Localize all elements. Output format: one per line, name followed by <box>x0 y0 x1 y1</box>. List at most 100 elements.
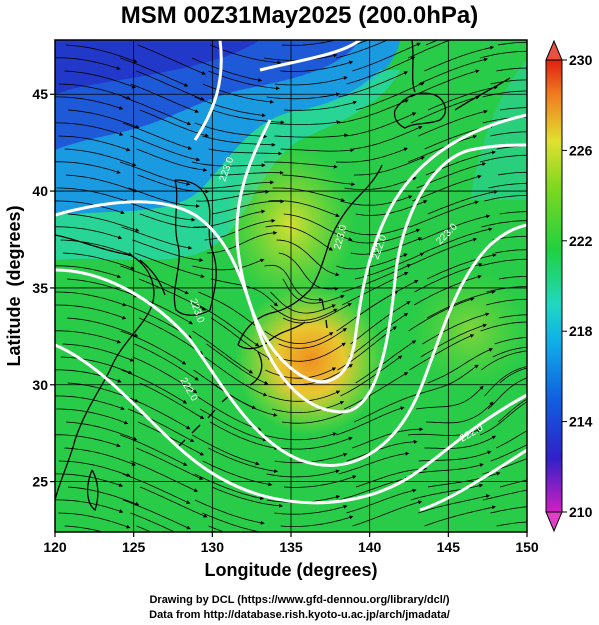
streamline <box>210 317 273 360</box>
streamline <box>496 66 527 72</box>
contour-line <box>193 40 223 141</box>
streamline <box>265 367 337 379</box>
streamline <box>427 348 494 384</box>
streamline <box>65 174 138 193</box>
streamline <box>494 336 527 345</box>
streamline <box>490 444 527 462</box>
streamline <box>264 264 323 302</box>
streamline <box>200 180 275 189</box>
streamline <box>58 135 131 152</box>
streamline <box>204 218 276 241</box>
streamline <box>407 40 452 59</box>
streamline <box>337 225 410 236</box>
streamline <box>340 355 403 397</box>
colorbar-tick-label: 218 <box>569 323 593 339</box>
streamline <box>410 483 484 501</box>
streamline <box>136 70 205 101</box>
streamline <box>409 200 479 228</box>
streamline <box>196 395 262 431</box>
colorbar-tick-label: 226 <box>569 142 593 158</box>
streamline <box>335 147 408 163</box>
streamline <box>64 525 105 532</box>
streamline <box>424 435 497 449</box>
streamline <box>342 264 412 293</box>
streamline <box>499 314 527 319</box>
streamline <box>266 92 341 100</box>
streamline <box>66 421 138 441</box>
streamline <box>274 76 348 86</box>
streamline <box>138 278 206 311</box>
streamline <box>269 304 338 321</box>
streamline <box>479 154 527 163</box>
streamline <box>352 42 421 72</box>
streamline <box>481 218 527 228</box>
x-tick-label: 145 <box>437 539 461 555</box>
streamline <box>422 312 490 345</box>
streamline <box>353 156 425 176</box>
streamline <box>121 226 193 250</box>
streamline <box>58 460 131 477</box>
streamline <box>138 317 204 355</box>
colorbar-tick-label: 222 <box>569 233 593 249</box>
streamline <box>486 298 527 306</box>
streamline <box>488 181 527 189</box>
colorbar-ticks: 230 226 222 218 214 210 <box>562 52 593 520</box>
streamline <box>65 44 138 63</box>
x-axis-ticks: 120 125 130 135 140 145 150 <box>43 532 539 555</box>
streamline <box>497 171 527 176</box>
streamline <box>204 356 268 397</box>
credit-data: Data from http://database.rish.kyoto-u.a… <box>149 609 450 621</box>
streamline <box>274 133 349 138</box>
streamline <box>496 430 527 449</box>
streamline <box>119 57 189 87</box>
x-tick-label: 135 <box>279 539 303 555</box>
streamline <box>55 291 127 307</box>
streamline <box>335 406 405 436</box>
streamline <box>194 122 268 139</box>
streamline <box>484 366 527 397</box>
streamline <box>272 401 345 413</box>
streamline <box>202 460 273 487</box>
streamline <box>340 195 413 206</box>
height-contours <box>55 40 527 512</box>
streamline <box>55 226 123 240</box>
streamline <box>281 40 338 46</box>
streamline <box>479 399 527 436</box>
streamline <box>137 421 205 456</box>
streamline <box>206 343 269 385</box>
streamline <box>56 408 129 425</box>
streamline <box>274 504 348 515</box>
streamline <box>490 131 527 137</box>
chart-title: MSM 00Z31May2025 (200.0hPa) <box>120 2 479 29</box>
streamline <box>499 479 527 488</box>
streamline <box>191 161 266 168</box>
streamline <box>270 291 336 314</box>
streamline <box>211 382 278 417</box>
streamline <box>55 200 125 215</box>
streamline <box>352 427 424 449</box>
streamline <box>282 408 354 424</box>
streamline <box>427 85 499 111</box>
streamline <box>122 122 193 150</box>
streamline <box>336 290 399 332</box>
streamline <box>278 327 347 349</box>
y-axis-ticks: 25 30 35 40 45 <box>32 86 55 490</box>
streamline <box>55 161 121 174</box>
streamline <box>346 488 417 514</box>
streamline <box>139 213 212 229</box>
streamline <box>58 512 131 529</box>
streamline <box>280 436 353 450</box>
wind-streamlines <box>55 40 527 532</box>
streamline <box>139 486 208 518</box>
streamline <box>412 174 482 202</box>
streamline <box>264 330 334 344</box>
streamline <box>268 390 341 402</box>
streamline <box>336 253 408 270</box>
streamline <box>122 473 191 504</box>
streamline <box>64 447 136 466</box>
streamline <box>208 148 283 156</box>
streamline <box>418 57 489 85</box>
streamline <box>192 330 254 374</box>
streamline <box>67 317 139 337</box>
